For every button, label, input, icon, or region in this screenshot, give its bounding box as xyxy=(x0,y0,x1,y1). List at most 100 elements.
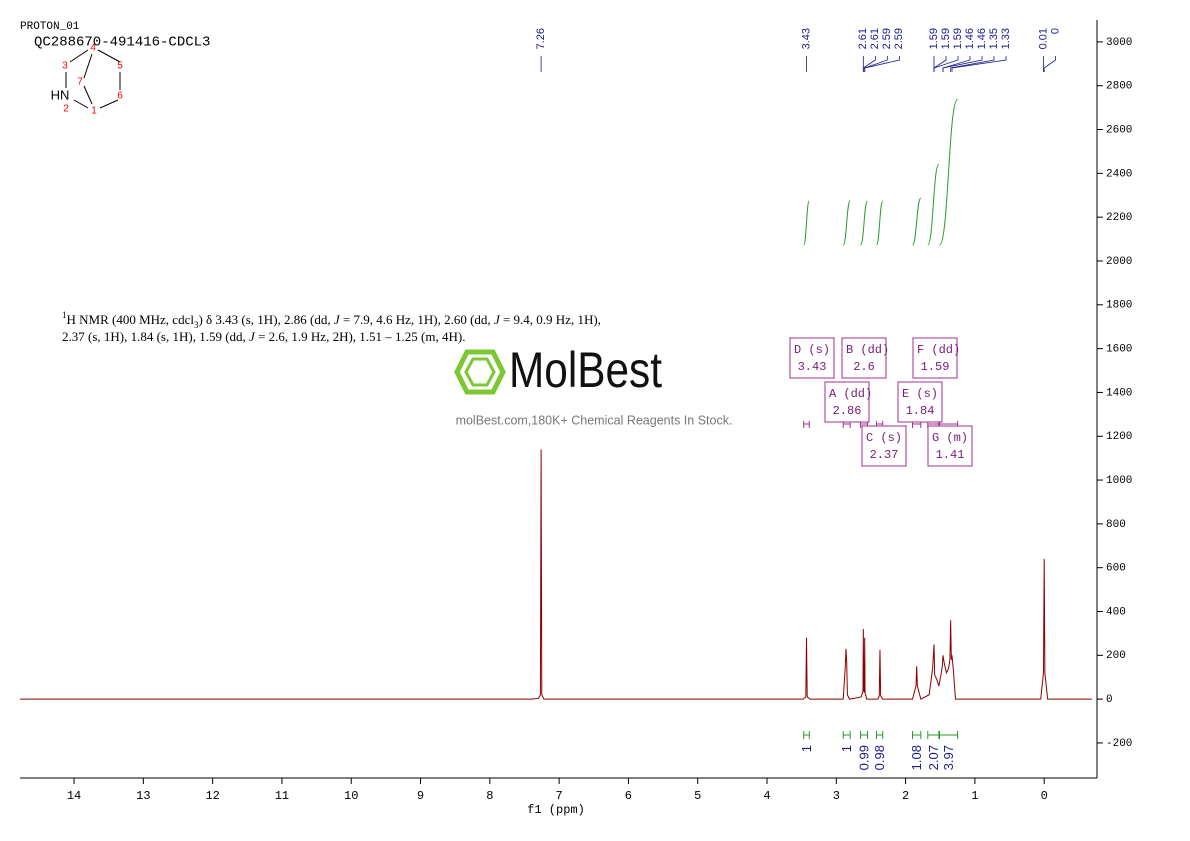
atom-label: 7 xyxy=(77,77,83,88)
structure-bonds xyxy=(65,49,121,109)
text-segment: = 7.9, 4.6 Hz, 1H), 2.60 (dd, xyxy=(340,312,494,327)
multiplet-name: A (dd) xyxy=(829,387,872,401)
integral-bracket xyxy=(912,731,922,739)
x-tick-label: 2 xyxy=(902,789,909,803)
multiplet-name: F (dd) xyxy=(917,343,960,357)
multiplet-name: D (s) xyxy=(794,343,830,357)
peak-label: 0 xyxy=(1049,28,1061,34)
atom-label: 4 xyxy=(90,43,96,54)
multiplet-range xyxy=(803,421,810,428)
spectrum-line xyxy=(20,449,1092,700)
x-tick-label: 14 xyxy=(67,789,81,803)
y-tick-label: 1000 xyxy=(1106,475,1132,487)
atom-label: 1 xyxy=(91,106,97,117)
y-tick-label: 3000 xyxy=(1106,37,1132,49)
y-tick-label: 1200 xyxy=(1106,431,1132,443)
integral-bracket xyxy=(939,731,959,739)
atom-label: 3 xyxy=(62,61,68,72)
peak-connector xyxy=(933,56,959,72)
x-tick-label: 13 xyxy=(136,789,150,803)
watermark-logo-text: MolBest xyxy=(509,342,662,398)
y-tick-label: 2200 xyxy=(1106,212,1132,224)
multiplet-shift: 3.43 xyxy=(798,360,827,374)
y-tick-label: 1600 xyxy=(1106,344,1132,356)
integral-curve xyxy=(876,200,884,246)
peak-label: 1.59 xyxy=(952,28,964,49)
x-tick-label: 5 xyxy=(694,789,701,803)
nmr-description: 2.37 (s, 1H), 1.84 (s, 1H), 1.59 (dd, J … xyxy=(62,329,465,344)
text-segment: J xyxy=(494,312,501,327)
y-tick-label: 400 xyxy=(1106,606,1126,618)
y-tick-label: 1800 xyxy=(1106,300,1132,312)
peak-label: 1.59 xyxy=(940,28,952,49)
atom-label: HN xyxy=(51,87,70,102)
x-tick-label: 0 xyxy=(1041,789,1048,803)
multiplet-name: E (s) xyxy=(902,387,938,401)
multiplet-box xyxy=(912,337,958,379)
text-segment: 2.37 (s, 1H), 1.84 (s, 1H), 1.59 (dd, xyxy=(62,329,249,344)
integral-value: 2.07 xyxy=(926,745,941,770)
multiplet-shift: 2.6 xyxy=(853,360,875,374)
integral-bracket xyxy=(875,731,884,739)
multiplet-box xyxy=(824,381,870,423)
header-line: QC288670-491416-CDCL3 xyxy=(34,35,210,51)
integral-value: 3.97 xyxy=(941,745,956,770)
multiplet-shift: 1.59 xyxy=(921,360,950,374)
integral-curve xyxy=(939,98,959,246)
text-segment: ) δ 3.43 (s, 1H), 2.86 (dd, xyxy=(198,312,333,327)
peak-connector xyxy=(864,56,900,72)
integral-value: 1 xyxy=(799,745,814,752)
multiplet-name: G (m) xyxy=(932,431,968,445)
header-line: PROTON_01 xyxy=(20,21,80,33)
text-segment: J xyxy=(249,329,256,344)
y-tick-label: 600 xyxy=(1106,563,1126,575)
logo-hexagon xyxy=(464,357,496,387)
multiplet-box xyxy=(897,381,943,423)
y-tick-label: 2800 xyxy=(1106,81,1132,93)
peak-label: 1.59 xyxy=(928,28,940,49)
x-tick-label: 12 xyxy=(205,789,219,803)
multiplet-shift: 2.37 xyxy=(870,448,899,462)
integral-curve xyxy=(803,200,810,246)
y-tick-label: 800 xyxy=(1106,519,1126,531)
peak-connector xyxy=(951,56,1007,72)
peak-connector xyxy=(933,56,947,72)
watermark-logo xyxy=(454,349,506,395)
y-tick-label: 1400 xyxy=(1106,387,1132,399)
multiplet-shift: 2.86 xyxy=(833,404,862,418)
integral-bracket xyxy=(842,731,851,739)
multiplet-name: B (dd) xyxy=(846,343,889,357)
integral-curve xyxy=(842,200,851,246)
multiplet-name: C (s) xyxy=(866,431,902,445)
peak-label: 3.43 xyxy=(800,28,812,49)
text-segment: = 9.4, 0.9 Hz, 1H), xyxy=(500,312,601,327)
peak-label: 1.46 xyxy=(964,28,976,49)
y-tick-label: 2600 xyxy=(1106,124,1132,136)
logo-hexagon xyxy=(454,349,506,395)
peak-label: 1.46 xyxy=(976,28,988,49)
y-tick-label: -200 xyxy=(1106,738,1132,750)
integral-curve xyxy=(912,197,922,246)
integral-value: 1 xyxy=(839,745,854,752)
x-tick-label: 10 xyxy=(344,789,358,803)
x-tick-label: 4 xyxy=(763,789,770,803)
x-tick-label: 3 xyxy=(833,789,840,803)
atom-label: 2 xyxy=(63,104,69,115)
x-tick-label: 11 xyxy=(275,789,289,803)
integral-bracket xyxy=(927,731,940,739)
peak-label: 0.01 xyxy=(1037,28,1049,49)
peak-label: 1.33 xyxy=(1000,28,1012,49)
peak-connector xyxy=(942,56,983,72)
peak-label: 2.61 xyxy=(869,28,881,49)
multiplet-shift: 1.41 xyxy=(936,448,965,462)
multiplet-box xyxy=(927,425,973,467)
y-tick-label: 2000 xyxy=(1106,256,1132,268)
integral-curve xyxy=(927,163,940,246)
nmr-description: 1H NMR (400 MHz, cdcl3) δ 3.43 (s, 1H), … xyxy=(62,310,601,330)
peak-label: 2.61 xyxy=(857,28,869,49)
peak-connector xyxy=(862,56,876,72)
multiplet-box xyxy=(841,337,887,379)
integral-curve xyxy=(860,200,868,246)
text-segment: J xyxy=(334,312,341,327)
